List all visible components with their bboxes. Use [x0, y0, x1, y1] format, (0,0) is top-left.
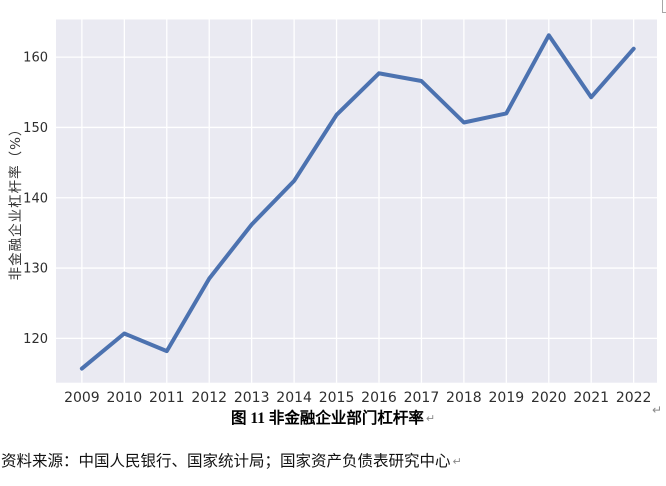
x-tick-label: 2012 [191, 390, 227, 406]
plot-background [56, 19, 657, 383]
paragraph-mark-icon: ↵ [652, 403, 663, 417]
y-tick-label: 140 [23, 191, 48, 206]
y-tick-label: 130 [23, 262, 48, 277]
figure-caption-text: 图 11 非金融企业部门杠杆率 [230, 410, 424, 427]
x-tick-label: 2018 [446, 390, 482, 406]
x-tick-label: 2020 [531, 390, 567, 406]
x-axis-tick-labels: 2009 2010 2011 2012 2013 2014 2015 2016 2017 2018… [64, 390, 651, 406]
leverage-line-series [79, 33, 636, 371]
x-tick-label: 2010 [107, 390, 143, 406]
x-tick-label: 2016 [361, 390, 397, 406]
paragraph-mark-icon: ↵ [452, 455, 462, 468]
y-tick-label: 150 [23, 121, 48, 136]
x-tick-label: 2015 [319, 390, 355, 406]
x-tick-label: 2019 [489, 390, 525, 406]
x-tick-label: 2017 [404, 390, 440, 406]
y-tick-label: 160 [23, 51, 48, 66]
x-tick-label: 2013 [234, 390, 270, 406]
source-note: 资料来源：中国人民银行、国家统计局；国家资产负债表研究中心 ↵ [1, 450, 462, 473]
x-tick-label: 2022 [616, 390, 652, 406]
source-note-text: 资料来源：中国人民银行、国家统计局；国家资产负债表研究中心 [1, 453, 451, 470]
y-axis-tick-labels: 120 130 140 150 160 [23, 51, 48, 347]
y-tick-label: 120 [23, 332, 48, 347]
x-tick-label: 2009 [64, 390, 100, 406]
corner-crop-mark-icon [662, 0, 666, 13]
paragraph-mark-icon: ↵ [425, 412, 436, 425]
x-tick-label: 2011 [149, 390, 185, 406]
x-tick-label: 2014 [276, 390, 312, 406]
y-axis-title: 非金融企业杠杆率（%） [8, 121, 24, 281]
figure-caption: 图 11 非金融企业部门杠杆率 ↵ [0, 407, 666, 430]
x-tick-label: 2021 [573, 390, 609, 406]
